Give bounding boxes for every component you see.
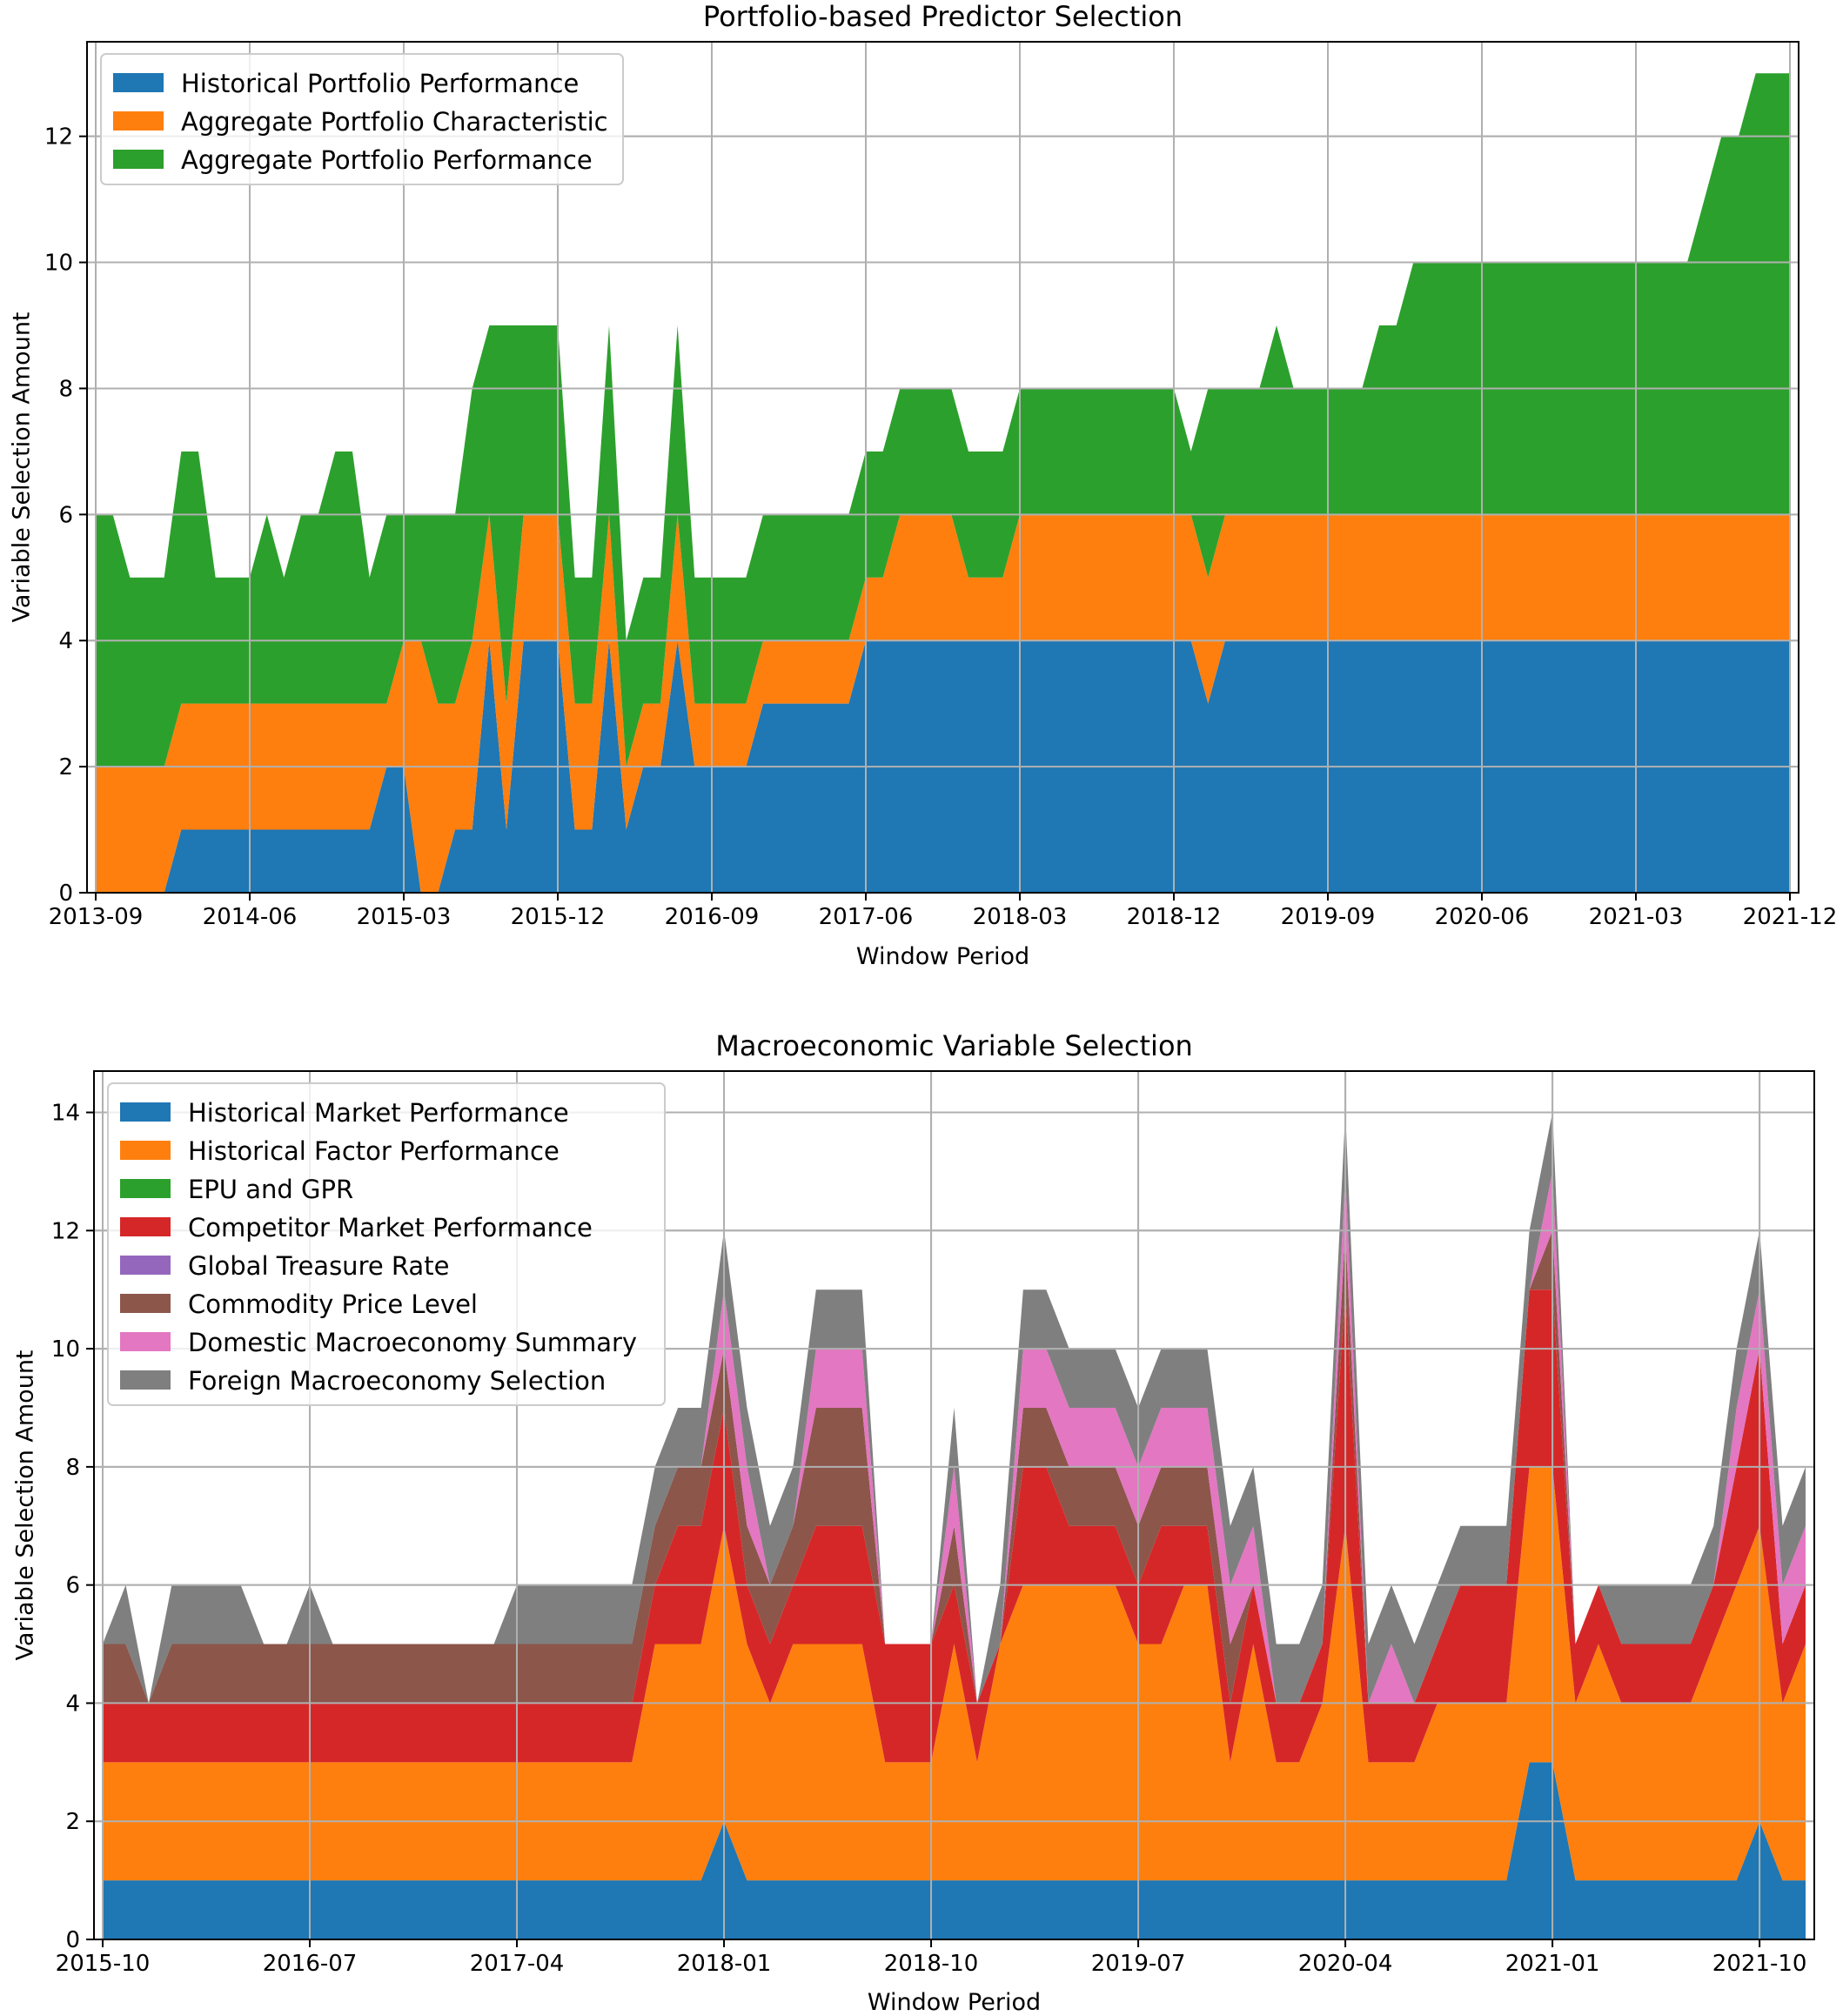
y-tick-label: 10 xyxy=(44,251,73,277)
legend-entry-label: Foreign Macroeconomy Selection xyxy=(188,1366,606,1396)
legend-entry-label: Historical Factor Performance xyxy=(188,1136,560,1166)
y-tick-label: 0 xyxy=(58,881,73,907)
legend-entry-label: Historical Portfolio Performance xyxy=(181,69,579,98)
x-tick-label: 2016-09 xyxy=(665,904,760,930)
x-tick-label: 2018-03 xyxy=(973,904,1068,930)
x-tick-label: 2018-12 xyxy=(1127,904,1222,930)
area-series-2 xyxy=(96,514,1790,893)
legend-swatch xyxy=(120,1141,171,1160)
legend-box xyxy=(100,53,624,185)
legend-swatch xyxy=(113,150,164,169)
x-tick-label: 2021-12 xyxy=(1743,904,1838,930)
legend-entry-label: Aggregate Portfolio Performance xyxy=(181,145,593,175)
x-tick-label: 2018-01 xyxy=(677,1951,772,1977)
legend-entry-label: Global Treasure Rate xyxy=(188,1251,449,1281)
legend-swatch xyxy=(120,1332,171,1351)
x-tick-label: 2015-03 xyxy=(357,904,452,930)
legend-entry-label: EPU and GPR xyxy=(188,1175,353,1204)
y-tick-label: 0 xyxy=(65,1927,80,1953)
y-tick-label: 12 xyxy=(51,1218,80,1244)
x-axis-label: Window Period xyxy=(868,1989,1041,2016)
x-tick-label: 2021-03 xyxy=(1589,904,1684,930)
legend-entry-label: Aggregate Portfolio Characteristic xyxy=(181,107,608,137)
y-tick-label: 12 xyxy=(44,124,73,151)
area-series-6 xyxy=(103,1230,1806,1704)
legend-swatch xyxy=(120,1217,171,1236)
x-tick-label: 2020-04 xyxy=(1298,1951,1393,1977)
chart-panel-1: 0 2 4 6 8 10 12 2013-09 2014-06 2015-03 2015-12 201… xyxy=(9,0,1838,970)
x-tick-label: 2016-07 xyxy=(263,1951,358,1977)
x-tick-label: 2015-12 xyxy=(511,904,606,930)
y-tick-label: 8 xyxy=(65,1455,80,1481)
y-tick-label: 6 xyxy=(65,1573,80,1599)
legend: Historical Portfolio Performance Aggregat… xyxy=(100,53,624,185)
area-series-8 xyxy=(103,1112,1806,1704)
y-tick-label: 2 xyxy=(65,1809,80,1835)
y-tick-label: 2 xyxy=(58,754,73,780)
legend-entry-label: Commodity Price Level xyxy=(188,1289,478,1319)
x-tick-label: 2015-10 xyxy=(56,1951,151,1977)
area-series-1 xyxy=(103,1762,1806,1939)
chart-panel-2: 0 2 4 6 8 10 12 14 2015-10 2016-07 2017-04 2018-01 2… xyxy=(12,1029,1815,2016)
axes-frame xyxy=(86,41,1799,894)
x-tick-label: 2017-04 xyxy=(470,1951,565,1977)
legend-swatch xyxy=(113,111,164,131)
x-tick-label: 2021-10 xyxy=(1712,1951,1807,1977)
x-tick-label: 2019-07 xyxy=(1091,1951,1186,1977)
x-tick-label: 2014-06 xyxy=(203,904,298,930)
legend-entry-label: Domestic Macroeconomy Summary xyxy=(188,1328,637,1357)
axes-frame xyxy=(93,1070,1815,1940)
legend-entry-label: Historical Market Performance xyxy=(188,1098,569,1128)
y-tick-label: 10 xyxy=(51,1336,80,1363)
legend-swatch xyxy=(120,1179,171,1198)
x-tick-label: 2020-06 xyxy=(1435,904,1530,930)
area-series-2 xyxy=(103,1466,1806,1881)
legend-box xyxy=(107,1082,666,1406)
legend-entry-label: Competitor Market Performance xyxy=(188,1213,593,1242)
y-tick-label: 14 xyxy=(51,1101,80,1127)
y-tick-label: 4 xyxy=(65,1691,80,1717)
y-tick-label: 8 xyxy=(58,376,73,402)
chart-title: Macroeconomic Variable Selection xyxy=(715,1029,1193,1062)
legend-swatch xyxy=(120,1102,171,1122)
stacked-areas xyxy=(103,1112,1806,1939)
chart-title: Portfolio-based Predictor Selection xyxy=(703,0,1183,33)
x-axis-label: Window Period xyxy=(856,943,1029,970)
y-axis-label: Variable Selection Amount xyxy=(9,311,36,622)
y-tick-label: 6 xyxy=(58,502,73,528)
legend-swatch xyxy=(120,1256,171,1275)
legend-swatch xyxy=(120,1294,171,1313)
x-tick-label: 2018-10 xyxy=(884,1951,979,1977)
legend-swatch xyxy=(113,73,164,92)
legend: Historical Market Performance Historical … xyxy=(107,1082,666,1406)
y-tick-label: 4 xyxy=(58,628,73,654)
area-series-4 xyxy=(103,1289,1806,1763)
legend-swatch xyxy=(120,1370,171,1390)
x-tick-label: 2013-09 xyxy=(49,904,144,930)
x-tick-label: 2019-09 xyxy=(1281,904,1376,930)
x-tick-label: 2021-01 xyxy=(1505,1951,1600,1977)
stacked-areas xyxy=(96,73,1790,893)
y-axis-label: Variable Selection Amount xyxy=(12,1350,39,1660)
x-tick-label: 2017-06 xyxy=(819,904,914,930)
area-series-3 xyxy=(96,73,1790,767)
